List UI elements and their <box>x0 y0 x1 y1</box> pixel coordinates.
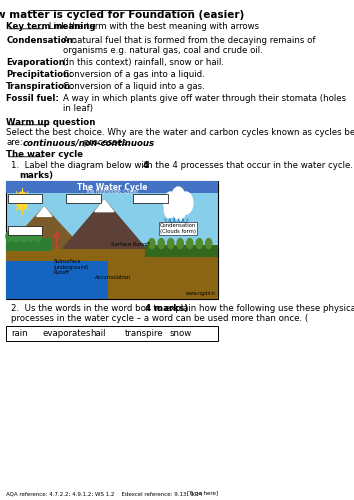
Text: rain: rain <box>11 329 28 338</box>
Circle shape <box>206 238 212 248</box>
FancyBboxPatch shape <box>145 244 217 256</box>
Circle shape <box>34 231 41 242</box>
Text: 4 marks): 4 marks) <box>145 304 189 313</box>
Text: snow: snow <box>170 329 192 338</box>
FancyBboxPatch shape <box>6 238 51 250</box>
Text: continuous/non-continuous: continuous/non-continuous <box>23 138 155 147</box>
Text: are:: are: <box>6 138 23 147</box>
Circle shape <box>164 202 175 218</box>
Circle shape <box>172 187 185 207</box>
Text: Link the term with the best meaning with arrows: Link the term with the best meaning with… <box>46 22 259 31</box>
Circle shape <box>20 231 27 242</box>
FancyBboxPatch shape <box>7 194 42 203</box>
Text: Evaporation:: Evaporation: <box>6 58 69 67</box>
Circle shape <box>6 231 13 242</box>
Text: AQA reference: 4.7.2.2; 4.9.1.2; WS 1.2    Edexcel reference: 9.13; 9.14: AQA reference: 4.7.2.2; 4.9.1.2; WS 1.2 … <box>6 491 203 496</box>
Circle shape <box>149 238 155 248</box>
Text: marks): marks) <box>19 171 53 180</box>
FancyBboxPatch shape <box>6 261 108 299</box>
Text: Select the best choice. Why are the water and carbon cycles known as cycles beca: Select the best choice. Why are the wate… <box>6 128 354 137</box>
Text: Accumulation: Accumulation <box>95 276 131 280</box>
Text: 1.  Label the diagram below with the 4 processes that occur in the water cycle. : 1. Label the diagram below with the 4 pr… <box>11 161 354 170</box>
Circle shape <box>27 231 34 242</box>
Text: How matter is cycled for Foundation (easier): How matter is cycled for Foundation (eas… <box>0 10 244 20</box>
Text: A way in which plants give off water through their stomata (holes: A way in which plants give off water thr… <box>63 94 346 103</box>
Polygon shape <box>63 200 145 248</box>
Text: Surface Runoff: Surface Runoff <box>111 242 149 248</box>
Text: Key term meaning: Key term meaning <box>6 22 96 31</box>
Text: The Water Cycle: The Water Cycle <box>77 182 147 192</box>
FancyBboxPatch shape <box>67 194 101 203</box>
Text: 2.  Us the words in the word box to explain how the following use these physical: 2. Us the words in the word box to expla… <box>11 304 354 324</box>
Text: evaporates: evaporates <box>43 329 91 338</box>
Text: 4: 4 <box>143 161 149 170</box>
Text: Conversion of a liquid into a gas.: Conversion of a liquid into a gas. <box>63 82 205 91</box>
Text: Subsurface
(underground)
Runoff: Subsurface (underground) Runoff <box>54 259 89 276</box>
FancyBboxPatch shape <box>6 181 217 193</box>
Circle shape <box>179 192 193 214</box>
Circle shape <box>164 192 178 214</box>
FancyBboxPatch shape <box>133 194 167 203</box>
Text: Conversion of a gas into a liquid.: Conversion of a gas into a liquid. <box>63 70 205 79</box>
Circle shape <box>167 238 174 248</box>
Text: Condensation:: Condensation: <box>6 36 76 45</box>
Text: A natural fuel that is formed from the decaying remains of: A natural fuel that is formed from the d… <box>63 36 316 45</box>
FancyBboxPatch shape <box>6 181 217 299</box>
FancyBboxPatch shape <box>6 326 217 341</box>
Circle shape <box>177 238 183 248</box>
Text: Condensation
(Clouds form): Condensation (Clouds form) <box>160 223 196 234</box>
Text: hail: hail <box>90 329 105 338</box>
Polygon shape <box>6 207 82 248</box>
Text: The Hydrologic Cycle): The Hydrologic Cycle) <box>85 188 139 194</box>
Text: processes.: processes. <box>81 138 129 147</box>
FancyBboxPatch shape <box>6 248 217 299</box>
Text: Precipitation:: Precipitation: <box>6 70 73 79</box>
Circle shape <box>16 192 28 210</box>
Circle shape <box>187 238 193 248</box>
Text: in leaf): in leaf) <box>63 104 93 113</box>
FancyBboxPatch shape <box>7 226 42 235</box>
Polygon shape <box>37 207 52 216</box>
Text: transpire: transpire <box>125 329 164 338</box>
Text: Fossil fuel:: Fossil fuel: <box>6 94 59 103</box>
Circle shape <box>196 238 202 248</box>
Circle shape <box>158 238 164 248</box>
Text: www.ngdir.ir: www.ngdir.ir <box>186 291 216 296</box>
Polygon shape <box>95 200 114 211</box>
Text: (In this context) rainfall, snow or hail.: (In this context) rainfall, snow or hail… <box>63 58 224 67</box>
Text: [Type here]: [Type here] <box>187 491 217 496</box>
Text: The water cycle: The water cycle <box>6 150 83 159</box>
Text: Warm up question: Warm up question <box>6 118 96 127</box>
Text: Transpiration:: Transpiration: <box>6 82 75 91</box>
Circle shape <box>174 202 185 220</box>
Circle shape <box>13 231 20 242</box>
Text: organisms e.g. natural gas, coal and crude oil.: organisms e.g. natural gas, coal and cru… <box>63 46 263 55</box>
